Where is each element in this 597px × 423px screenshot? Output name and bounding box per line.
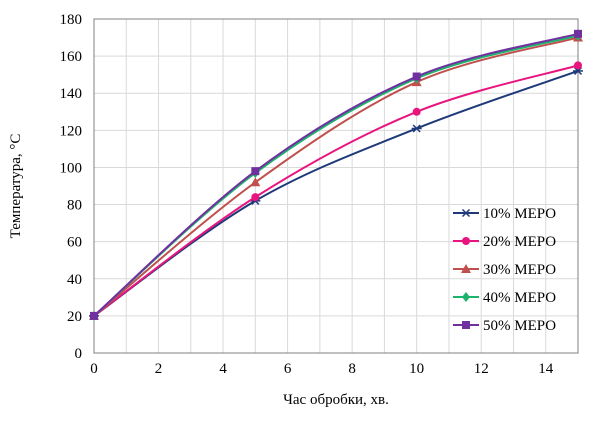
legend-label: 20% МЕРО [483,234,556,250]
data-point [574,61,582,70]
y-axis-title: Температура, °С [8,134,24,239]
legend: 10% МЕРО 20% МЕРО 30% МЕРО 40% МЕРО 50% МЕРО [453,206,556,334]
gridlines [93,18,579,354]
y-tick-label: 80 [67,198,82,214]
y-tick-label: 60 [67,235,82,251]
y-tick-label: 140 [60,86,83,102]
series-5 [90,29,582,320]
series-1 [89,66,583,320]
y-tick-label: 120 [60,123,83,139]
legend-marker [462,237,470,245]
y-tick-label: 160 [60,49,83,65]
legend-item: 40% МЕРО [453,290,556,306]
series-2 [90,61,582,320]
legend-label: 30% МЕРО [483,262,556,278]
legend-item: 30% МЕРО [453,262,556,278]
marker-stroke [461,208,471,218]
x-tick-label: 12 [474,361,489,377]
data-point [574,29,582,38]
legend-marker [462,292,470,302]
x-tick-label: 6 [284,361,292,377]
series-line [93,64,579,317]
data-point [412,107,421,116]
x-tick-label: 4 [219,361,227,377]
data-point [251,193,260,202]
y-tick-label: 180 [60,12,83,28]
plot-area-frame [93,18,579,354]
legend-marker [462,321,470,329]
legend-label: 10% МЕРО [483,206,556,222]
legend-marker [461,264,471,273]
legend-marker [461,208,471,218]
data-point [250,177,261,187]
data-point [251,167,260,176]
y-tick-label: 100 [60,160,83,176]
legend-item: 10% МЕРО [453,206,556,222]
series-line [93,32,579,317]
series-line [93,36,579,317]
x-tick-label: 10 [409,361,424,377]
x-tick-label: 8 [348,361,356,377]
y-tick-label: 0 [75,346,83,362]
legend-item: 50% МЕРО [453,318,556,334]
y-tick-label: 20 [67,309,82,325]
data-point [90,311,98,320]
data-point [412,72,421,81]
legend-label: 50% МЕРО [483,318,556,334]
y-tick-label: 40 [67,272,82,288]
legend-label: 40% МЕРО [483,290,556,306]
x-tick-label: 2 [155,361,163,377]
marker-stroke [412,124,421,133]
x-axis-title: Час обробки, хв. [283,392,389,408]
series-lines [89,29,583,321]
x-tick-label: 14 [538,361,554,377]
data-point [411,124,422,133]
legend-item: 20% МЕРО [453,234,556,250]
x-tick-label: 0 [90,361,98,377]
